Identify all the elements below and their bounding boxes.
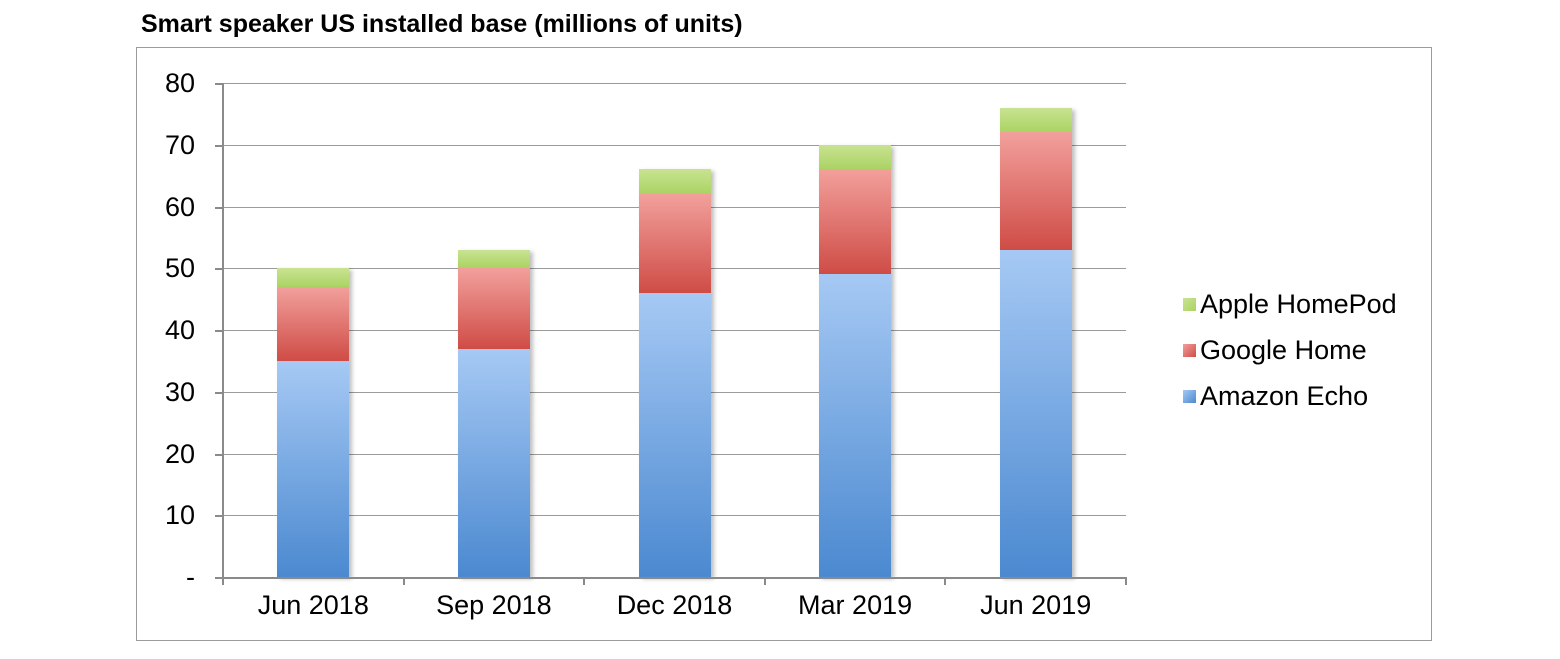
legend-swatch-amazon-echo	[1183, 389, 1196, 403]
bar-segment-google-home-sep-2018	[457, 268, 530, 349]
legend-swatch-google-home	[1183, 343, 1196, 357]
x-axis-tick	[944, 577, 947, 585]
bar-segment-apple-homepod-sep-2018	[457, 249, 530, 269]
x-axis-tick	[1125, 577, 1127, 585]
y-axis-label: 30	[164, 376, 195, 407]
bar-segment-amazon-echo-jun-2018	[277, 360, 350, 577]
bar-column-jun-2018	[277, 268, 350, 577]
x-axis-tick	[402, 577, 405, 585]
y-axis-label: 80	[164, 68, 195, 98]
gridline	[223, 83, 1126, 84]
chart-frame: - 10 20 30 40 50 60 70 80 Jun 2018 Sep 2018 Dec 201…	[136, 47, 1432, 641]
bar-column-dec-2018	[638, 169, 711, 577]
bar-column-sep-2018	[457, 249, 530, 577]
bar-column-jun-2019	[999, 107, 1072, 577]
x-axis-tick	[222, 577, 224, 585]
bar-segment-google-home-jun-2018	[277, 286, 350, 361]
bar-segment-google-home-mar-2019	[819, 169, 892, 275]
bar-segment-apple-homepod-dec-2018	[638, 169, 711, 195]
legend-item-google-home: Google Home	[1183, 333, 1367, 367]
bar-segment-apple-homepod-jun-2019	[999, 107, 1072, 133]
bar-segment-apple-homepod-mar-2019	[819, 144, 892, 170]
bar-segment-amazon-echo-dec-2018	[638, 292, 711, 577]
bar-segment-amazon-echo-mar-2019	[819, 274, 892, 577]
x-axis-label: Sep 2018	[436, 590, 552, 620]
bar-segment-google-home-jun-2019	[999, 132, 1072, 250]
bar-segment-google-home-dec-2018	[638, 194, 711, 293]
y-axis-label: 40	[164, 315, 195, 345]
gridline	[223, 577, 1126, 579]
legend-swatch-apple-homepod	[1183, 297, 1196, 311]
y-axis-tick	[215, 144, 223, 147]
y-axis-label: -	[186, 562, 195, 592]
y-axis-label: 60	[164, 191, 195, 222]
y-axis-tick	[215, 577, 223, 579]
y-axis-tick	[215, 453, 223, 456]
legend-label: Google Home	[1200, 334, 1367, 365]
y-axis-tick	[215, 83, 223, 85]
chart-title: Smart speaker US installed base (million…	[141, 10, 743, 38]
y-axis-tick	[215, 206, 223, 209]
bar-segment-amazon-echo-sep-2018	[457, 348, 530, 577]
gridline	[223, 144, 1126, 146]
bar-segment-apple-homepod-jun-2018	[277, 268, 350, 287]
y-axis-tick	[215, 391, 223, 394]
legend-label: Apple HomePod	[1200, 288, 1397, 319]
legend-item-amazon-echo: Amazon Echo	[1183, 379, 1368, 413]
y-axis-label: 20	[164, 438, 195, 469]
y-axis-line	[222, 83, 224, 577]
y-axis-tick	[215, 515, 223, 518]
legend-label: Amazon Echo	[1200, 380, 1369, 411]
x-axis-label: Jun 2019	[980, 590, 1092, 620]
bar-column-mar-2019	[819, 144, 892, 577]
legend-item-apple-homepod: Apple HomePod	[1183, 287, 1397, 321]
x-axis-tick	[583, 577, 586, 585]
y-axis-tick	[215, 330, 223, 332]
y-axis-label: 50	[164, 253, 195, 284]
x-axis-label: Mar 2019	[798, 590, 913, 620]
y-axis-tick	[215, 268, 223, 271]
x-axis-tick	[763, 577, 766, 585]
x-axis-label: Jun 2018	[257, 590, 369, 620]
y-axis-label: 10	[164, 500, 195, 531]
x-axis-label: Dec 2018	[616, 590, 733, 620]
bar-segment-amazon-echo-jun-2019	[999, 249, 1072, 577]
y-axis-label: 70	[164, 129, 195, 160]
